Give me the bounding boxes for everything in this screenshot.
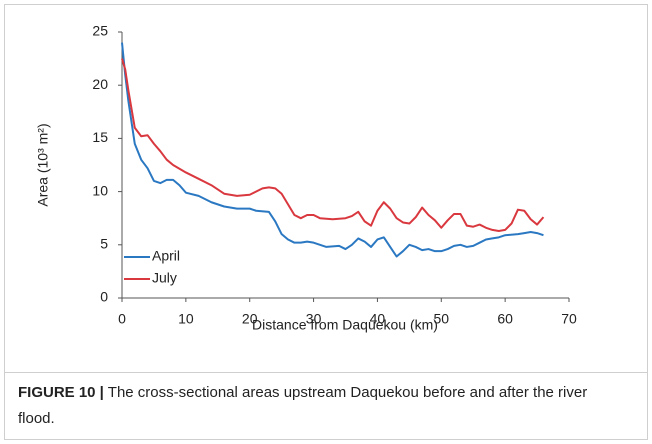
data-line (121, 42, 544, 258)
y-tick-label: 15 (92, 129, 108, 145)
x-tick-label: 0 (118, 311, 126, 327)
figure-border (4, 4, 648, 440)
legend-label: April (152, 248, 180, 264)
x-tick-label: 60 (497, 311, 513, 327)
x-axis-label: Distance from Daquekou (km) (252, 317, 438, 333)
y-tick-label: 25 (92, 23, 108, 39)
x-tick-label: 20 (242, 311, 258, 327)
caption: FIGURE 10 | The cross-sectional areas up… (18, 380, 618, 432)
x-tick-label: 10 (178, 311, 194, 327)
y-tick-label: 20 (92, 76, 108, 92)
y-tick-label: 0 (100, 289, 108, 305)
x-tick-label: 70 (561, 311, 577, 327)
data-line (121, 58, 545, 232)
x-tick-label: 50 (433, 311, 449, 327)
y-tick-label: 10 (92, 182, 108, 198)
y-axis-label: Area (10³ m²) (35, 123, 51, 206)
x-tick-label: 30 (306, 311, 322, 327)
caption-text: The cross-sectional areas upstream Daque… (18, 384, 588, 427)
y-tick-label: 5 (100, 236, 108, 252)
caption-label: FIGURE 10 | (18, 384, 104, 401)
legend-label: July (152, 270, 177, 286)
x-tick-label: 40 (370, 311, 386, 327)
